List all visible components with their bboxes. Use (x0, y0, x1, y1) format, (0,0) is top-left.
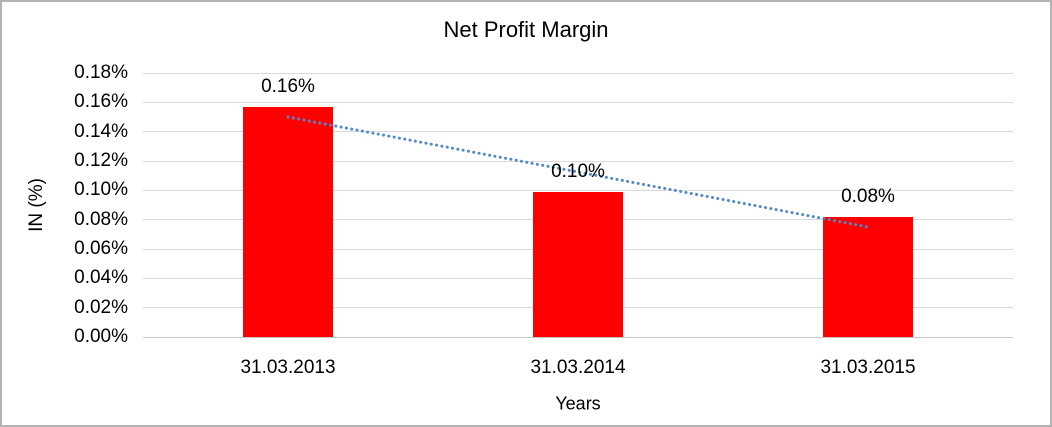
bar (243, 106, 333, 337)
y-tick-label: 0.14% (74, 120, 128, 142)
bar (823, 216, 913, 337)
y-tick-label: 0.00% (74, 326, 128, 347)
y-tick-label: 0.12% (74, 150, 128, 171)
gridline (143, 72, 1013, 74)
y-tick-label: 0.08% (74, 208, 128, 230)
bar-value-label: 0.16% (261, 75, 315, 97)
y-tick-label: 0.10% (74, 179, 128, 201)
y-tick-label: 0.02% (74, 296, 128, 318)
x-tick-label: 31.03.2014 (530, 357, 626, 378)
gridline (143, 101, 1013, 103)
y-tick-label: 0.06% (74, 238, 128, 259)
x-tick-label: 31.03.2013 (240, 357, 336, 378)
x-tick-label: 31.03.2015 (820, 357, 916, 378)
x-axis-title: Years (555, 393, 601, 414)
chart-title: Net Profit Margin (443, 17, 609, 42)
bar-value-label: 0.08% (841, 185, 895, 207)
y-tick-label: 0.04% (74, 267, 128, 289)
y-tick-label: 0.16% (74, 91, 128, 113)
gridline (143, 336, 1013, 338)
bar-value-label: 0.10% (551, 160, 605, 182)
bar (533, 191, 623, 337)
y-tick-label: 0.18% (74, 62, 128, 83)
